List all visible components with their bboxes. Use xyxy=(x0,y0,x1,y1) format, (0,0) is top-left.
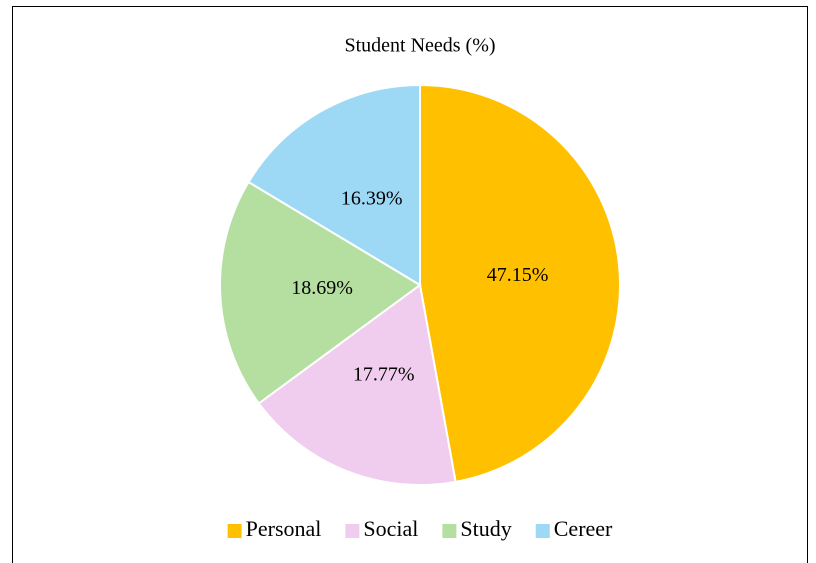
legend-swatch xyxy=(227,524,242,538)
data-label: 17.77% xyxy=(353,364,415,386)
data-label: 18.69% xyxy=(291,277,353,299)
legend-swatch xyxy=(535,524,550,538)
legend-label: Social xyxy=(363,516,418,541)
pie-slice xyxy=(419,83,621,483)
data-label: 16.39% xyxy=(341,187,403,209)
pie-slice xyxy=(247,83,421,287)
data-label: 47.15% xyxy=(487,264,549,286)
legend-swatch xyxy=(345,524,360,538)
legend-label: Personal xyxy=(246,516,322,541)
legend-label: Study xyxy=(460,516,511,541)
pie-slice xyxy=(257,283,457,486)
pie-slice xyxy=(219,180,422,405)
chart-title: Student Needs (%) xyxy=(344,35,495,57)
legend-swatch xyxy=(442,524,457,538)
legend-label: Cereer xyxy=(554,516,613,541)
